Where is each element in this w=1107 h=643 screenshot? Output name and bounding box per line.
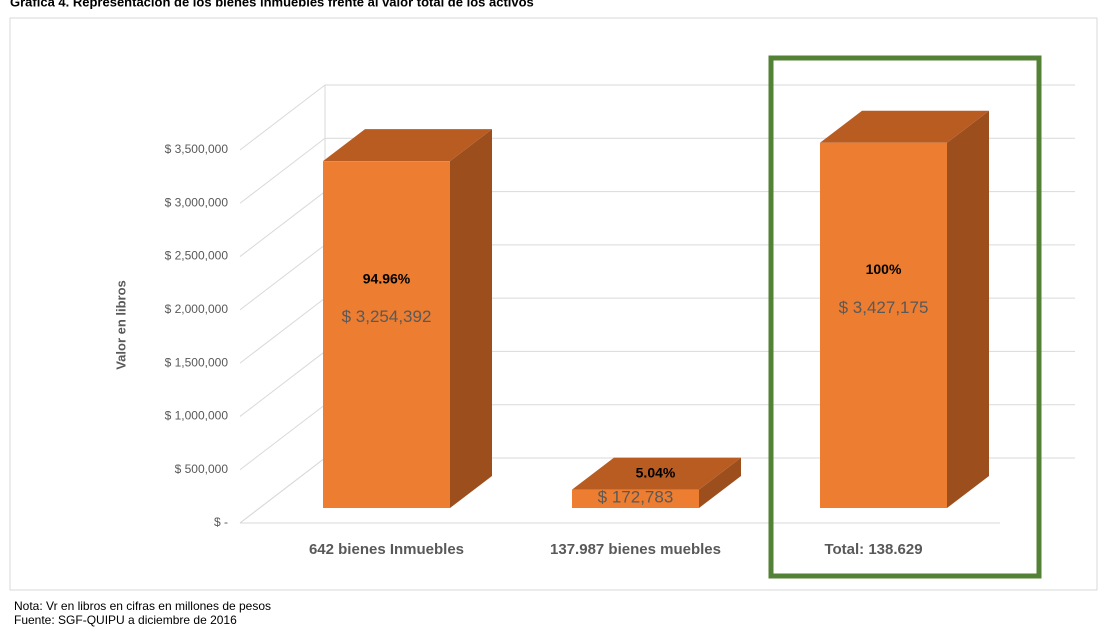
- annotation: 5.04%: [636, 464, 676, 480]
- bar: [572, 489, 699, 508]
- grid-line: [239, 137, 326, 204]
- bar-top: [572, 457, 741, 490]
- y-tick-label: $ 1,500,000: [165, 355, 229, 369]
- annotation: 94.96%: [363, 270, 411, 286]
- bar-side: [947, 110, 989, 509]
- y-tick-label: $ 2,500,000: [165, 249, 229, 263]
- y-tick-label: $ 1,000,000: [165, 409, 229, 423]
- y-tick-label: $ 500,000: [175, 462, 229, 476]
- chart-title: Gráfica 4. Representación de los bienes …: [10, 0, 534, 9]
- bar: [820, 142, 947, 509]
- x-tick-label: Total: 138.629: [824, 541, 922, 558]
- note: Nota: Vr en libros en cifras en millones…: [14, 599, 271, 613]
- y-tick-label: $ 3,000,000: [165, 195, 229, 209]
- x-tick-label: 137.987 bienes muebles: [550, 541, 721, 558]
- highlight-box: [768, 55, 1042, 579]
- grid-line: [239, 191, 326, 257]
- grid-line: [239, 244, 326, 311]
- y-tick-label: $ 2,000,000: [165, 302, 229, 316]
- bar-side: [699, 457, 741, 508]
- y-tick-label: $ -: [214, 515, 228, 529]
- grid-line: [239, 404, 326, 471]
- data-label: $ 3,427,175: [839, 298, 929, 317]
- bar: [323, 161, 450, 508]
- bar-top: [323, 129, 492, 162]
- note: Fuente: SGF-QUIPU a diciembre de 2016: [14, 613, 237, 627]
- data-label: $ 3,254,392: [342, 307, 432, 326]
- grid-line: [239, 297, 326, 364]
- grid-line: [239, 351, 326, 417]
- grid-line: [239, 457, 326, 524]
- grid-line: [239, 84, 326, 151]
- bar-top: [820, 110, 989, 143]
- data-label: $ 172,783: [598, 487, 674, 506]
- y-axis-label: Valor en libros: [113, 280, 128, 370]
- annotation: 100%: [866, 261, 902, 277]
- y-tick-label: $ 3,500,000: [165, 142, 229, 156]
- bar-side: [450, 129, 492, 508]
- x-tick-label: 642 bienes Inmuebles: [309, 541, 464, 558]
